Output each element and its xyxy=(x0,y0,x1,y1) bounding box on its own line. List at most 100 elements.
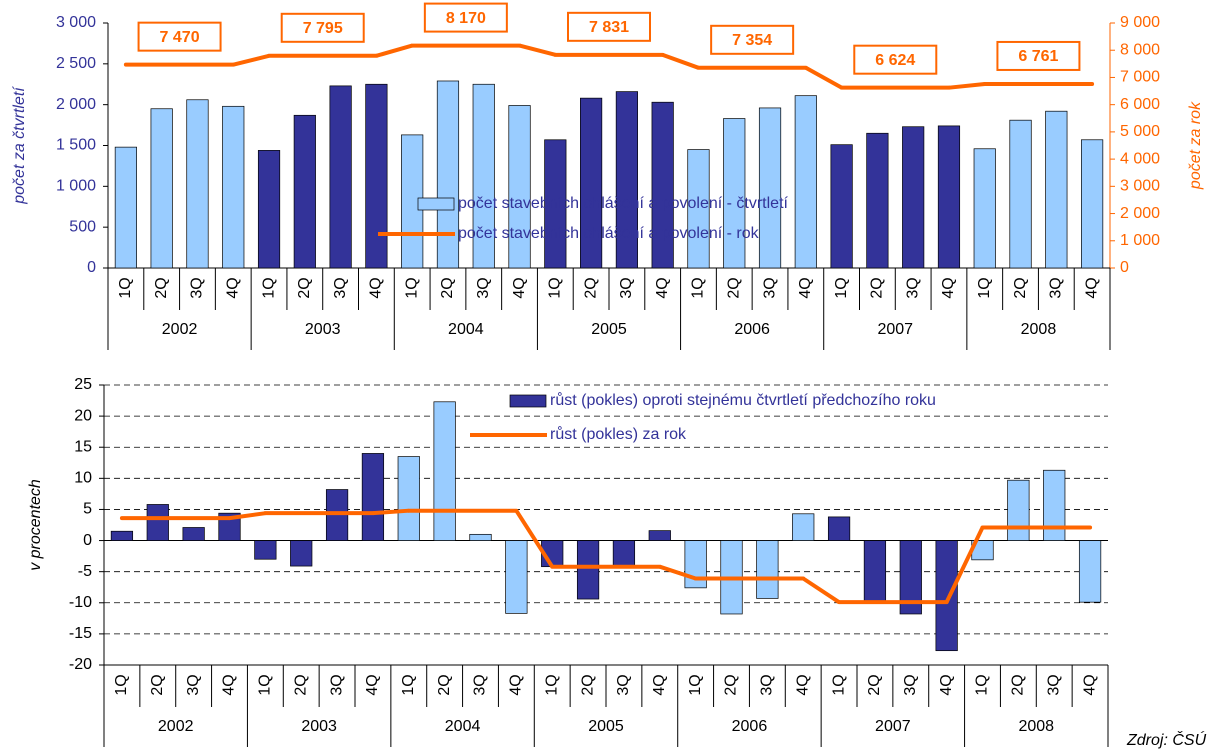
line-connector xyxy=(514,509,554,568)
bar xyxy=(794,95,817,269)
bar xyxy=(329,85,352,269)
y-tick-label: -15 xyxy=(69,625,92,642)
y2-tick-label: 1 000 xyxy=(1120,232,1160,249)
value-label: 7 795 xyxy=(303,20,343,37)
bar xyxy=(508,105,531,269)
legend-label: růst (pokles) oproti stejnému čtvrtletí … xyxy=(550,391,936,409)
y-tick-label: 3 000 xyxy=(56,14,96,31)
y2-tick-label: 5 000 xyxy=(1120,123,1160,140)
x-tick-label: 1Q xyxy=(543,674,560,695)
group-label: 2004 xyxy=(445,718,481,735)
y2-tick-label: 9 000 xyxy=(1120,14,1160,31)
group-label: 2008 xyxy=(1018,718,1054,735)
legend-label: růst (pokles) za rok xyxy=(550,425,687,443)
group-label: 2003 xyxy=(301,718,337,735)
x-tick-label: 2Q xyxy=(723,674,740,695)
group-label: 2008 xyxy=(1021,321,1057,338)
y-tick-label: 2 000 xyxy=(56,96,96,113)
line-connector xyxy=(232,53,270,67)
x-tick-label: 3Q xyxy=(332,277,349,298)
x-tick-label: 2Q xyxy=(869,277,886,298)
x-tick-label: 1Q xyxy=(260,277,277,298)
line-connector xyxy=(229,511,266,521)
bar xyxy=(615,91,638,269)
legend-label: počet stavebních ohlášení a povolení - č… xyxy=(458,195,789,212)
x-tick-label: 2Q xyxy=(866,674,883,695)
bar xyxy=(293,114,316,269)
x-tick-label: 3Q xyxy=(328,674,345,695)
bar xyxy=(576,540,600,600)
y-tick-label: 5 xyxy=(83,501,92,518)
x-tick-label: 3Q xyxy=(475,277,492,298)
x-tick-label: 2Q xyxy=(1012,277,1029,298)
y-axis-label: v procentech xyxy=(27,479,44,571)
x-tick-label: 1Q xyxy=(400,674,417,695)
bar xyxy=(580,97,603,269)
bar xyxy=(937,125,961,269)
legend-label: počet stavebních ohlášení a povolení - r… xyxy=(458,225,760,242)
bar xyxy=(1043,469,1066,541)
x-tick-label: 1Q xyxy=(830,674,847,695)
bar xyxy=(436,80,460,269)
line-connector xyxy=(372,508,409,516)
y-tick-label: 1 000 xyxy=(56,178,96,195)
x-tick-label: 4Q xyxy=(364,674,381,695)
value-label: 7 354 xyxy=(732,32,772,49)
x-tick-label: 2Q xyxy=(149,674,166,695)
line-connector xyxy=(804,66,843,90)
value-label-box xyxy=(853,44,938,75)
x-tick-label: 1Q xyxy=(113,674,130,695)
value-label: 7 470 xyxy=(160,29,200,46)
x-tick-label: 1Q xyxy=(833,277,850,298)
source: Zdroj: ČSÚ xyxy=(1126,730,1207,749)
group-label: 2003 xyxy=(305,321,341,338)
legend-swatch xyxy=(417,197,455,211)
x-tick-label: 3Q xyxy=(1048,277,1065,298)
value-label: 7 831 xyxy=(589,19,629,36)
bar xyxy=(365,83,388,269)
bar xyxy=(397,456,420,541)
bar xyxy=(899,540,922,615)
y-tick-label: 1 500 xyxy=(56,137,96,154)
bar xyxy=(469,533,492,541)
y2-tick-label: 3 000 xyxy=(1120,178,1160,195)
x-tick-label: 2Q xyxy=(439,277,456,298)
bar xyxy=(290,540,313,567)
x-tick-label: 1Q xyxy=(257,674,274,695)
x-tick-label: 1Q xyxy=(976,277,993,298)
bar xyxy=(723,118,746,269)
bar xyxy=(472,83,495,269)
x-tick-label: 1Q xyxy=(974,674,991,695)
bar xyxy=(756,540,779,599)
bar xyxy=(114,146,137,269)
x-tick-label: 1Q xyxy=(687,674,704,695)
x-tick-label: 4Q xyxy=(654,277,671,298)
bar xyxy=(505,540,528,614)
bar xyxy=(1007,479,1030,541)
x-tick-label: 4Q xyxy=(940,277,957,298)
y-tick-label: 2 500 xyxy=(56,55,96,72)
bar xyxy=(827,516,851,541)
bar xyxy=(687,149,710,269)
x-tick-label: 4Q xyxy=(368,277,385,298)
x-tick-label: 2Q xyxy=(582,277,599,298)
x-tick-label: 4Q xyxy=(221,674,238,695)
x-tick-label: 4Q xyxy=(508,674,525,695)
x-tick-label: 3Q xyxy=(185,674,202,695)
x-tick-label: 2Q xyxy=(436,674,453,695)
group-label: 2007 xyxy=(877,321,913,338)
x-tick-label: 3Q xyxy=(472,674,489,695)
x-tick-label: 3Q xyxy=(904,277,921,298)
y2-tick-label: 0 xyxy=(1120,259,1129,276)
x-tick-label: 3Q xyxy=(189,277,206,298)
bar xyxy=(648,530,671,541)
value-label-box xyxy=(567,11,651,42)
bar xyxy=(866,132,889,269)
line-connector xyxy=(661,52,700,70)
x-tick-label: 1Q xyxy=(690,277,707,298)
y-tick-label: 500 xyxy=(69,218,96,235)
bar xyxy=(830,144,853,269)
y-tick-label: 25 xyxy=(74,376,92,393)
value-label-box xyxy=(137,21,222,52)
